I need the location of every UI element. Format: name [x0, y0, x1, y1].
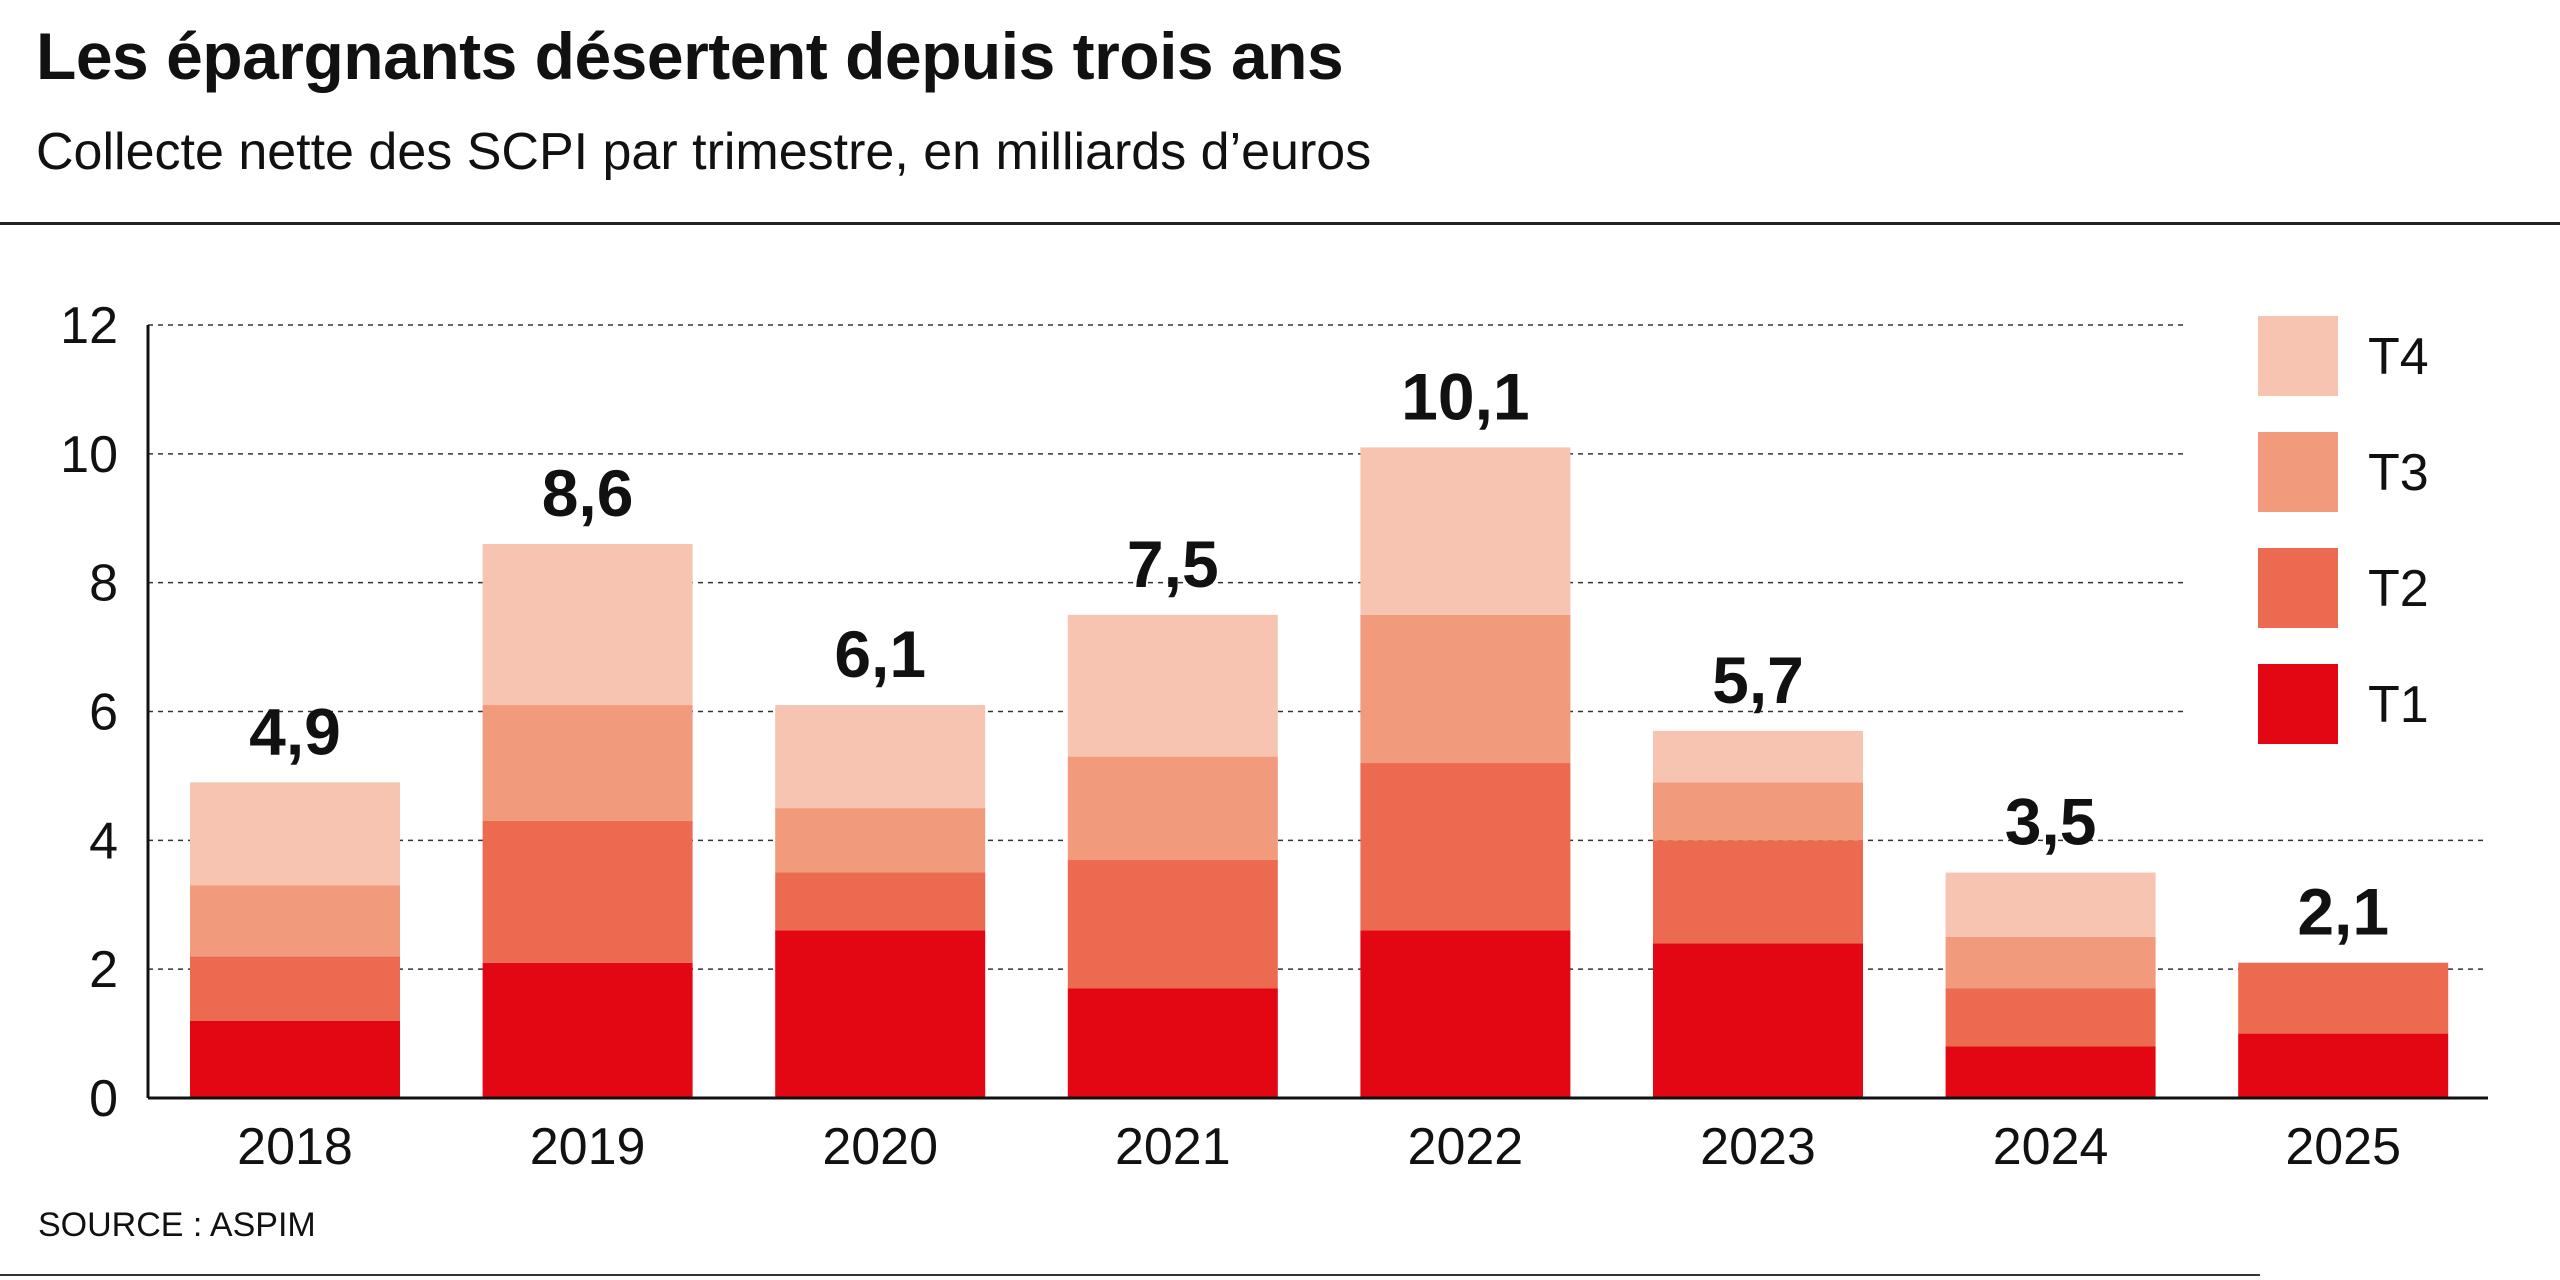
source-note: SOURCE : ASPIM	[38, 1206, 316, 1244]
header-divider	[0, 222, 2560, 225]
bar-segment-t3-2020	[775, 808, 986, 873]
x-tick-label: 2019	[530, 1118, 646, 1176]
bar-segment-t3-2021	[1067, 756, 1278, 860]
bar-segment-t4-2018	[190, 782, 400, 886]
legend-label-t2: T2	[2368, 560, 2429, 618]
y-tick-label: 8	[89, 555, 118, 613]
bar-total-label: 2,1	[2297, 875, 2389, 949]
bar-segment-t1-2022	[1360, 930, 1571, 1098]
axes: 0 2 4 6 8 10 12	[60, 297, 2488, 1128]
bar-segment-t1-2025	[2238, 1033, 2449, 1098]
bar-segment-t4-2023	[1653, 730, 1863, 783]
bar-total-label: 6,1	[834, 617, 926, 691]
legend-swatch-t4	[2258, 316, 2338, 396]
bar-segment-t4-2022	[1360, 447, 1571, 615]
bar-total-label: 8,6	[542, 456, 634, 530]
x-tick-label: 2023	[1700, 1118, 1816, 1176]
y-tick-label: 6	[89, 684, 118, 742]
x-tick-label: 2022	[1408, 1118, 1524, 1176]
x-tick-label: 2020	[822, 1118, 938, 1176]
bar-total-label: 7,5	[1127, 527, 1219, 601]
legend-swatch-t3	[2258, 432, 2338, 512]
bar-segment-t3-2023	[1653, 782, 1863, 841]
bar-segment-t3-2018	[190, 885, 400, 957]
labels: 4,9 2018 8,6 2019 6,1 2020 7,5 2021 10,1 2022 5,7 2…	[237, 359, 2401, 1176]
bar-segment-t2-2024	[1945, 988, 2156, 1047]
bar-segment-t1-2023	[1653, 943, 1863, 1098]
bar-total-label: 4,9	[249, 694, 341, 768]
bar-segment-t3-2024	[1945, 936, 2156, 989]
y-tick-label: 2	[89, 941, 118, 999]
footer-divider	[0, 1274, 2260, 1276]
bar-segment-t3-2019	[482, 705, 693, 822]
chart-title: Les épargnants désertent depuis trois an…	[36, 19, 1344, 93]
legend-label-t1: T1	[2368, 676, 2429, 734]
bar-segment-t1-2024	[1945, 1046, 2156, 1098]
bar-segment-t2-2021	[1067, 859, 1278, 989]
y-tick-label: 0	[89, 1070, 118, 1128]
bar-segment-t2-2020	[775, 872, 986, 931]
bars	[190, 447, 2449, 1098]
chart-subtitle: Collecte nette des SCPI par trimestre, e…	[36, 123, 1372, 181]
bar-segment-t2-2023	[1653, 840, 1863, 944]
x-tick-label: 2025	[2285, 1118, 2401, 1176]
y-tick-label: 4	[89, 812, 118, 870]
legend-swatch-t2	[2258, 548, 2338, 628]
bar-segment-t2-2025	[2238, 962, 2449, 1034]
bar-segment-t4-2020	[775, 705, 986, 809]
legend: T4 T3 T2 T1	[2258, 316, 2429, 744]
bar-segment-t1-2020	[775, 930, 986, 1098]
bar-segment-t2-2019	[482, 821, 693, 963]
bar-segment-t2-2018	[190, 956, 400, 1021]
bar-total-label: 3,5	[2005, 785, 2097, 859]
x-tick-label: 2024	[1993, 1118, 2109, 1176]
x-tick-label: 2021	[1115, 1118, 1231, 1176]
bar-segment-t4-2024	[1945, 872, 2156, 937]
x-tick-label: 2018	[237, 1118, 353, 1176]
y-tick-label: 12	[60, 297, 118, 355]
bar-segment-t4-2021	[1067, 614, 1278, 757]
y-tick-label: 10	[60, 426, 118, 484]
bar-total-label: 5,7	[1712, 643, 1804, 717]
legend-label-t4: T4	[2368, 328, 2429, 386]
bar-segment-t2-2022	[1360, 763, 1571, 931]
legend-swatch-t1	[2258, 664, 2338, 744]
bar-segment-t1-2018	[190, 1020, 400, 1098]
bar-segment-t1-2019	[482, 962, 693, 1098]
bar-segment-t4-2019	[482, 544, 693, 706]
bar-segment-t3-2022	[1360, 614, 1571, 764]
legend-label-t3: T3	[2368, 444, 2429, 502]
bar-segment-t1-2021	[1067, 988, 1278, 1098]
bar-total-label: 10,1	[1401, 359, 1529, 433]
